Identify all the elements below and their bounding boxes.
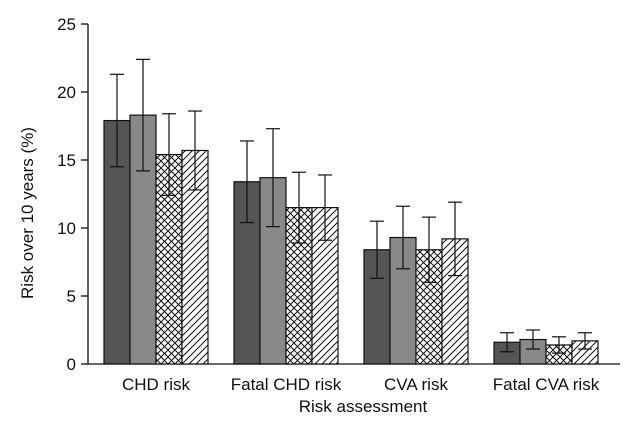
y-tick-label: 10 <box>57 219 76 238</box>
x-axis-title: Risk assessment <box>299 397 428 416</box>
category-label: Fatal CHD risk <box>231 375 342 394</box>
y-tick-label: 15 <box>57 151 76 170</box>
y-axis-title: Risk over 10 years (%) <box>18 127 37 299</box>
y-tick-label: 25 <box>57 15 76 34</box>
y-tick-label: 20 <box>57 83 76 102</box>
y-tick-label: 5 <box>67 287 76 306</box>
category-label: CHD risk <box>122 375 190 394</box>
category-label: CVA risk <box>384 375 448 394</box>
y-tick-label: 0 <box>67 355 76 374</box>
category-label: Fatal CVA risk <box>493 375 600 394</box>
